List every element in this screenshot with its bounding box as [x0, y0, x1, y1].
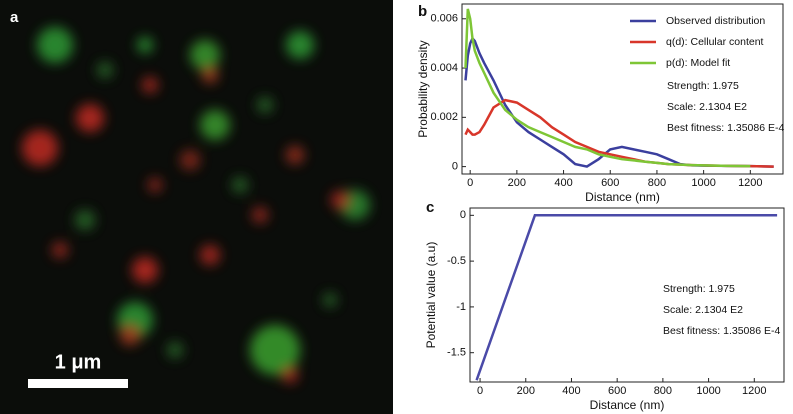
- y-tick-label: 0: [452, 161, 458, 173]
- series-line: [464, 8, 751, 168]
- plot-frame: [469, 207, 785, 383]
- x-tick-label: 1200: [738, 177, 762, 189]
- x-tick-label: 400: [554, 177, 572, 189]
- series-line: [475, 214, 778, 381]
- x-tick-label: 400: [562, 385, 580, 397]
- x-axis-label: Distance (nm): [590, 398, 665, 412]
- legend-label: Observed distribution: [666, 15, 765, 27]
- x-tick-label: 0: [477, 385, 483, 397]
- y-tick-label: 0.002: [430, 111, 458, 123]
- x-axis-label: Distance (nm): [585, 190, 660, 204]
- x-tick-label: 1000: [691, 177, 715, 189]
- panel-label: c: [426, 199, 434, 216]
- scale-bar-label: 1 μm: [55, 351, 102, 373]
- legend-label: q(d): Cellular content: [666, 36, 764, 48]
- x-tick-label: 800: [654, 385, 672, 397]
- y-tick-label: 0: [460, 209, 466, 221]
- x-tick-label: 600: [608, 385, 626, 397]
- y-tick-label: 0.004: [430, 62, 458, 74]
- x-tick-label: 600: [601, 177, 619, 189]
- annotation: Scale: 2.1304 E2: [667, 101, 747, 113]
- plot-frame: [461, 3, 784, 175]
- legend-label: p(d): Model fit: [666, 57, 730, 69]
- panel-label: b: [418, 3, 427, 20]
- annotation: Scale: 2.1304 E2: [663, 304, 743, 316]
- y-tick-label: -1: [456, 301, 466, 313]
- x-tick-label: 1000: [696, 385, 720, 397]
- y-tick-label: 0.006: [430, 13, 458, 25]
- x-tick-label: 800: [648, 177, 666, 189]
- annotation: Strength: 1.975: [663, 283, 735, 295]
- x-tick-label: 1200: [742, 385, 766, 397]
- microscopy-image: a 1 μm: [0, 0, 393, 414]
- x-tick-label: 0: [467, 177, 473, 189]
- x-tick-label: 200: [508, 177, 526, 189]
- x-tick-label: 200: [517, 385, 535, 397]
- annotation: Best fitness: 1.35086 E-4: [667, 122, 784, 134]
- y-axis-label: Potential value (a.u): [424, 242, 438, 349]
- y-tick-label: -0.5: [447, 255, 466, 267]
- panel-label: a: [10, 9, 19, 26]
- y-tick-label: -1.5: [447, 347, 466, 359]
- scale-bar: [28, 379, 128, 388]
- annotation: Best fitness: 1.35086 E-4: [663, 325, 780, 337]
- y-axis-label: Probability density: [416, 40, 430, 137]
- annotation: Strength: 1.975: [667, 80, 739, 92]
